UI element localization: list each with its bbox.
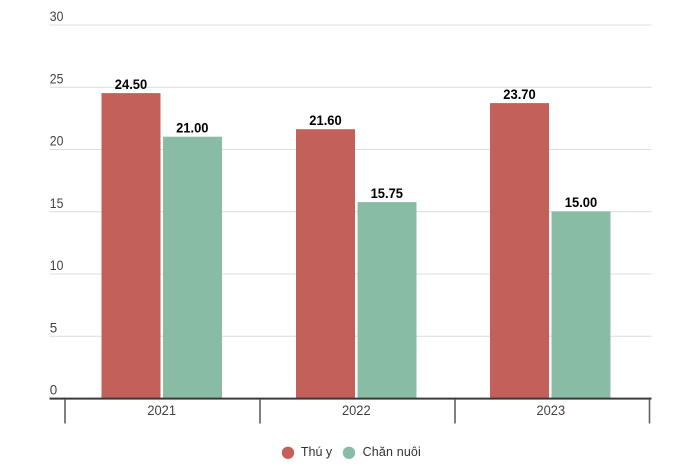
svg-text:21.60: 21.60 (309, 113, 341, 128)
svg-text:15.75: 15.75 (371, 186, 404, 201)
svg-text:5: 5 (50, 320, 57, 335)
svg-text:15.00: 15.00 (565, 195, 597, 210)
svg-text:20: 20 (50, 134, 64, 149)
svg-text:25: 25 (50, 71, 64, 86)
svg-text:2023: 2023 (537, 403, 566, 418)
svg-text:Chăn nuôi: Chăn nuôi (363, 445, 421, 459)
svg-text:2021: 2021 (147, 403, 176, 418)
svg-text:15: 15 (50, 196, 64, 211)
svg-text:0: 0 (50, 383, 57, 398)
svg-text:30: 30 (50, 9, 64, 24)
svg-text:Thú y: Thú y (301, 445, 333, 459)
svg-text:24.50: 24.50 (115, 77, 147, 92)
svg-text:21.00: 21.00 (176, 120, 208, 135)
svg-text:10: 10 (50, 258, 64, 273)
svg-text:2022: 2022 (342, 403, 371, 418)
svg-text:23.70: 23.70 (503, 87, 535, 102)
